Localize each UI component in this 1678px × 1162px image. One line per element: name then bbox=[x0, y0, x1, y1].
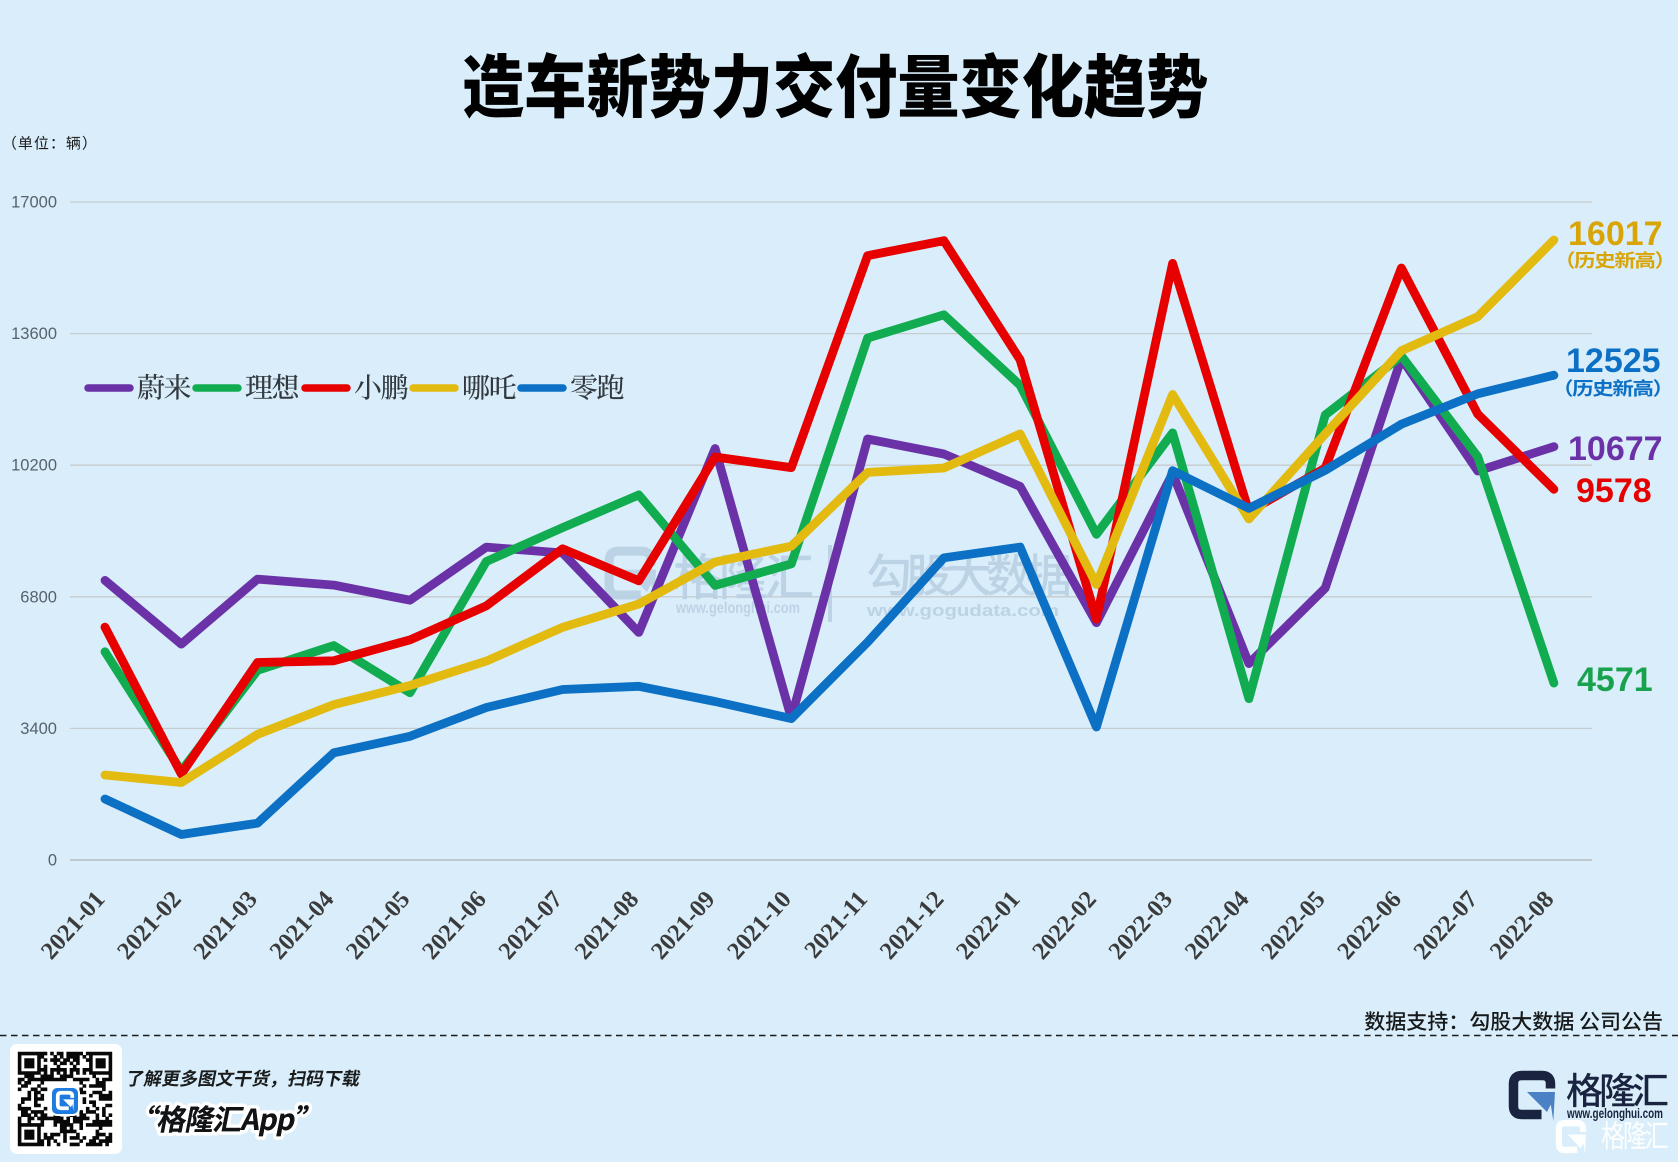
svg-text:12525: 12525 bbox=[1566, 342, 1661, 380]
svg-text:10677: 10677 bbox=[1568, 430, 1663, 468]
svg-text:www.gelonghui.com: www.gelonghui.com bbox=[1566, 1106, 1663, 1121]
svg-text:10200: 10200 bbox=[11, 457, 57, 475]
svg-text:0: 0 bbox=[48, 852, 57, 870]
svg-text:6800: 6800 bbox=[20, 588, 57, 606]
svg-text:17000: 17000 bbox=[11, 194, 57, 212]
svg-text:www.gogudata.com: www.gogudata.com bbox=[866, 601, 1059, 620]
svg-text:4571: 4571 bbox=[1577, 661, 1653, 699]
svg-text:3400: 3400 bbox=[20, 720, 57, 738]
svg-text:9578: 9578 bbox=[1576, 472, 1652, 510]
svg-text:13600: 13600 bbox=[11, 325, 57, 343]
svg-text:16017: 16017 bbox=[1568, 215, 1663, 253]
svg-text:www.gelonghui.com: www.gelonghui.com bbox=[675, 600, 800, 617]
